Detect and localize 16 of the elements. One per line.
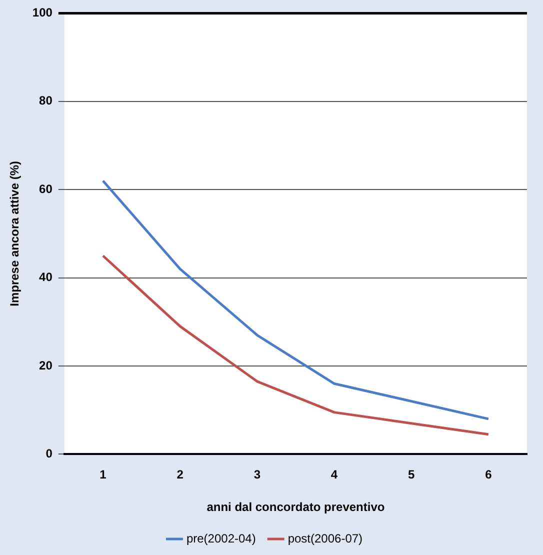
x-tick-label: 2 [176, 468, 184, 482]
legend-label: post(2006-07) [288, 531, 363, 546]
legend-label: pre(2002-04) [186, 531, 256, 546]
y-tick-label: 20 [39, 358, 53, 372]
x-tick-label: 6 [485, 468, 492, 482]
y-tick-label: 100 [32, 6, 53, 20]
x-tick-label: 3 [254, 468, 261, 482]
y-tick-label: 80 [39, 94, 53, 108]
x-axis-title: anni dal concordato preventivo [206, 500, 385, 514]
x-tick-label: 5 [408, 468, 416, 482]
y-tick-label: 60 [39, 182, 53, 196]
y-tick-label: 40 [39, 270, 53, 284]
x-tick-label: 1 [100, 468, 107, 482]
x-tick-label: 4 [330, 468, 338, 482]
y-axis-title: Imprese ancora attive (%) [8, 161, 22, 306]
y-tick-label: 0 [46, 446, 53, 461]
